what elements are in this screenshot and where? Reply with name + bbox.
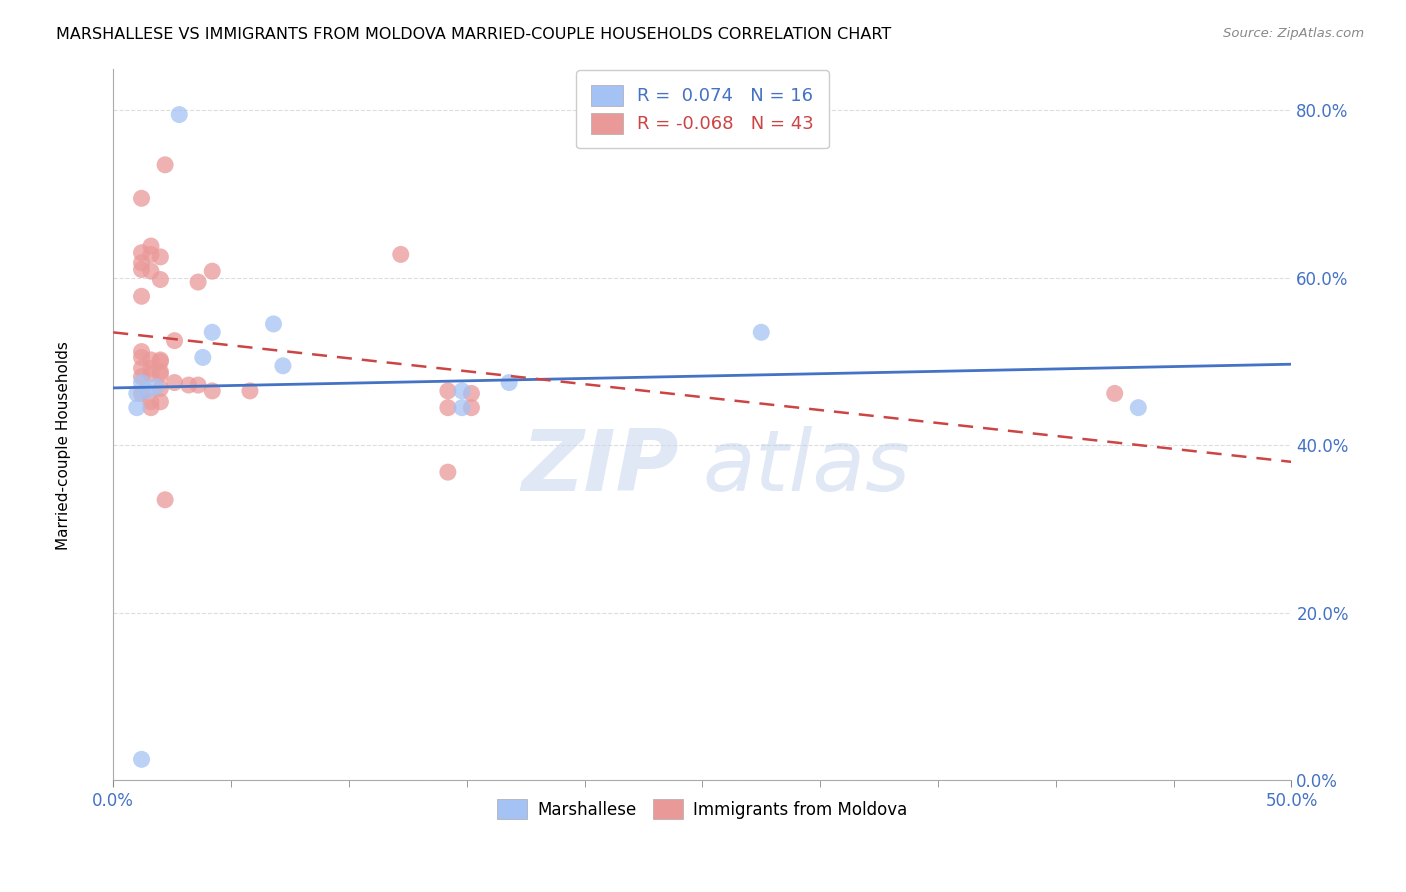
Point [139,247,162,261]
Point [1128,401,1150,415]
Point [451,401,474,415]
Text: Source: ZipAtlas.com: Source: ZipAtlas.com [1223,27,1364,40]
Point [437,401,460,415]
Point [139,367,162,381]
Point [749,326,772,340]
Point [153,492,176,507]
Point [187,378,209,392]
Point [131,376,153,390]
Point [149,394,172,409]
Point [139,353,162,368]
Point [163,376,186,390]
Point [437,465,460,479]
Text: ZIP: ZIP [522,425,679,508]
Point [131,351,153,365]
Text: MARSHALLESE VS IMMIGRANTS FROM MOLDOVA MARRIED-COUPLE HOUSEHOLDS CORRELATION CHA: MARSHALLESE VS IMMIGRANTS FROM MOLDOVA M… [56,27,891,42]
Point [149,365,172,379]
Point [149,381,172,395]
Point [149,353,172,368]
Point [187,275,209,289]
Point [131,361,153,376]
Point [1104,386,1126,401]
Point [437,384,460,398]
Point [153,158,176,172]
Legend: Marshallese, Immigrants from Moldova: Marshallese, Immigrants from Moldova [491,793,914,825]
Point [239,384,262,398]
Point [201,264,224,278]
Point [131,289,153,303]
Point [139,239,162,253]
Point [263,317,285,331]
Point [131,245,153,260]
Point [131,752,153,766]
Point [201,326,224,340]
Point [139,361,162,376]
Point [149,272,172,286]
Point [149,354,172,368]
Text: atlas: atlas [703,425,910,508]
Point [131,191,153,205]
Point [139,394,162,409]
Point [131,344,153,359]
Point [498,376,520,390]
Point [139,401,162,415]
Point [125,401,148,415]
Point [131,262,153,277]
Point [163,334,186,348]
Point [167,107,190,121]
Point [139,264,162,278]
Point [131,369,153,384]
Point [460,401,482,415]
Point [125,386,148,401]
Point [201,384,224,398]
Point [149,367,172,381]
Point [131,386,153,401]
Text: Married-couple Households: Married-couple Households [56,342,70,550]
Point [271,359,294,373]
Point [451,384,474,398]
Point [131,256,153,270]
Point [149,250,172,264]
Point [191,351,214,365]
Point [145,380,167,394]
Point [389,247,412,261]
Point [177,378,200,392]
Point [460,386,482,401]
Point [135,384,157,398]
